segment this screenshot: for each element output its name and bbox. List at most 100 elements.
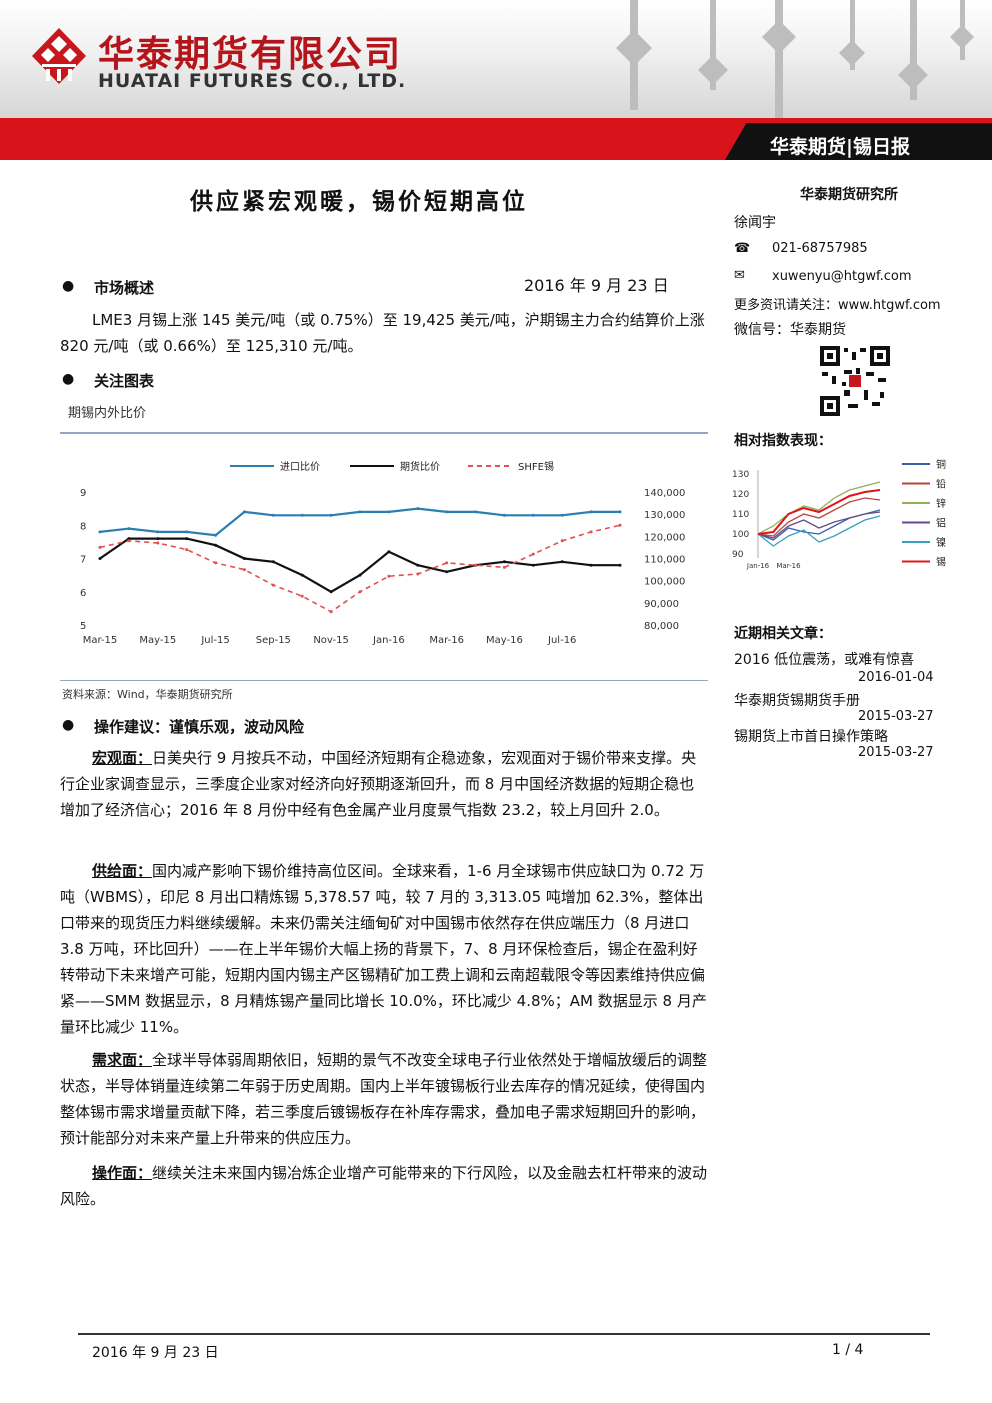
advice-text: 继续关注未来国内锡冶炼企业增产可能带来的下行风险，以及金融去杠杆带来的波动风险。	[60, 1164, 708, 1208]
data-point	[271, 560, 275, 564]
data-point	[560, 513, 564, 517]
data-point	[329, 610, 333, 614]
legend-label: 铝	[936, 518, 946, 530]
data-point	[127, 539, 131, 543]
data-point	[214, 533, 218, 537]
more-info: 更多资讯请关注：www.htgwf.com	[734, 298, 941, 313]
data-point	[300, 594, 304, 598]
data-point	[502, 560, 506, 564]
data-point	[156, 537, 160, 541]
data-point	[98, 557, 102, 560]
y-right-tick-label: 90,000	[644, 599, 679, 610]
x-tick-label: May-15	[139, 635, 176, 646]
data-point	[185, 530, 189, 534]
data-point	[474, 563, 478, 567]
x-tick-label: Jul-16	[547, 635, 576, 646]
index-performance-heading: 相对指数表现：	[734, 433, 832, 449]
advice-heading: 操作建议：谨慎乐观，波动风险	[94, 718, 305, 736]
y-tick-label: 120	[732, 490, 749, 500]
legend-label: 铅	[936, 478, 946, 491]
company-logo-icon	[32, 28, 86, 84]
data-point	[387, 550, 391, 554]
x-tick-label: Nov-15	[313, 635, 349, 646]
data-point	[589, 563, 593, 567]
data-point	[156, 530, 160, 534]
chart-top-rule	[60, 432, 708, 434]
x-tick-label: Mar-16	[429, 635, 464, 646]
y-right-tick-label: 110,000	[644, 555, 685, 566]
wechat-id: 微信号：华泰期货	[734, 322, 846, 338]
report-date: 2016 年 9 月 23 日	[524, 276, 669, 295]
data-point	[300, 573, 304, 577]
x-tick-label: Jul-15	[200, 635, 229, 646]
y-right-tick-label: 120,000	[644, 532, 685, 543]
chart-caption: 期锡内外比价	[68, 406, 147, 421]
y-right-tick-label: 80,000	[644, 621, 679, 632]
x-tick-label: Sep-15	[256, 635, 291, 646]
email-link[interactable]: xuwenyu@htgwf.com	[772, 269, 912, 284]
chart-source: 资料来源：Wind，华泰期货研究所	[62, 688, 233, 701]
y-tick-label: 110	[732, 510, 749, 520]
series-line	[757, 481, 881, 535]
advice-text: 国内减产影响下锡价维持高位区间。全球来看，1-6 月全球锡市供应缺口为 0.72…	[60, 862, 707, 1036]
advice-supply: 供给面：国内减产影响下锡价维持高位区间。全球来看，1-6 月全球锡市供应缺口为 …	[60, 858, 708, 1040]
data-point	[445, 510, 449, 514]
data-point	[445, 570, 449, 574]
article-title-1[interactable]: 2016 低位震荡，或难有惊喜	[734, 652, 915, 668]
article-date-3: 2015-03-27	[858, 745, 934, 760]
data-point	[329, 513, 333, 517]
advice-macro: 宏观面：日美央行 9 月按兵不动，中国经济短期有企稳迹象，宏观面对于锡价带来支撑…	[60, 745, 708, 823]
report-title: 供应紧宏观暖，锡价短期高位	[190, 188, 528, 215]
recent-articles-heading: 近期相关文章：	[734, 626, 832, 642]
x-tick-label: Jan-16	[372, 635, 405, 646]
data-point	[271, 513, 275, 517]
data-point	[531, 513, 535, 517]
y-tick-label: 130	[732, 470, 749, 480]
company-name-cn: 华泰期货有限公司	[98, 34, 403, 75]
data-point	[271, 583, 275, 587]
article-title-2[interactable]: 华泰期货锡期货手册	[734, 693, 860, 709]
advice-text: 日美央行 9 月按兵不动，中国经济短期有企稳迹象，宏观面对于锡价带来支撑。央行企…	[60, 749, 697, 819]
page-header	[0, 0, 992, 118]
data-point	[387, 510, 391, 514]
data-point	[185, 548, 189, 552]
y-right-tick-label: 140,000	[644, 488, 685, 499]
data-point	[502, 565, 506, 569]
data-point	[589, 510, 593, 514]
y-left-tick-label: 5	[80, 621, 86, 632]
chart-bottom-rule	[60, 680, 708, 681]
data-point	[156, 541, 160, 545]
y-left-tick-label: 9	[80, 488, 86, 499]
legend-label: 期货比价	[400, 460, 440, 473]
advice-text: 全球半导体弱周期依旧，短期的景气不改变全球电子行业依然处于增幅放缓后的调整状态，…	[60, 1051, 708, 1147]
y-right-tick-label: 130,000	[644, 510, 685, 521]
phone-icon: ☎	[734, 241, 751, 256]
y-left-tick-label: 7	[80, 555, 86, 566]
price-ratio-chart: 5 6 7 8 9 80,000 90,000 100,000 110,000 120,000 13…	[80, 460, 685, 646]
advice-label: 供给面：	[92, 862, 153, 880]
article-date-1: 2016-01-04	[858, 670, 934, 685]
data-point	[242, 510, 246, 514]
data-point	[416, 563, 420, 567]
data-point	[618, 523, 622, 527]
analyst-name: 徐闻宇	[734, 215, 776, 231]
advice-label: 宏观面：	[92, 749, 153, 767]
x-tick-label: Mar-15	[83, 635, 118, 646]
series-line	[757, 489, 881, 535]
data-point	[98, 545, 102, 549]
article-title-3[interactable]: 锡期货上市首日操作策略	[734, 729, 888, 745]
series-line	[757, 511, 881, 539]
y-tick-label: 100	[732, 530, 749, 540]
data-point	[531, 552, 535, 556]
legend-label: 进口比价	[280, 461, 320, 473]
y-left-tick-label: 6	[80, 588, 86, 599]
data-point	[242, 568, 246, 572]
data-point	[416, 572, 420, 576]
advice-operation: 操作面：继续关注未来国内锡冶炼企业增产可能带来的下行风险，以及金融去杠杆带来的波…	[60, 1160, 708, 1212]
qr-code-icon	[820, 346, 890, 416]
series-line	[757, 497, 881, 537]
phone-number: 021-68757985	[772, 241, 868, 256]
bullet-icon: ●	[62, 278, 75, 294]
data-point	[474, 510, 478, 514]
